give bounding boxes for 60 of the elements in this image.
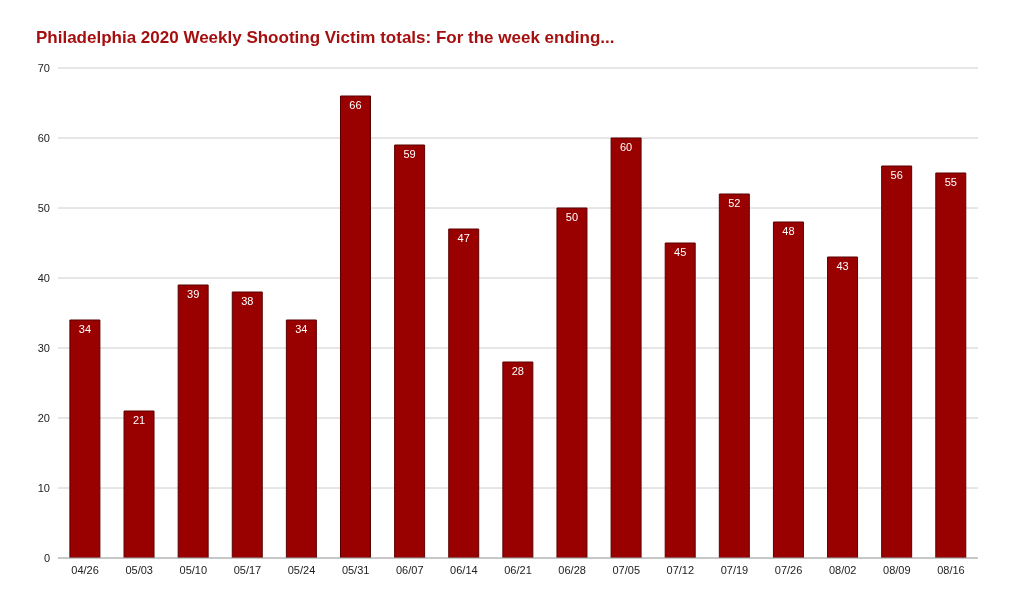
x-tick-label: 06/14 bbox=[450, 563, 478, 576]
bar bbox=[339, 95, 371, 558]
x-tick-label: 06/21 bbox=[504, 563, 532, 576]
bar bbox=[394, 144, 426, 558]
data-label: 34 bbox=[78, 322, 92, 335]
x-tick-label: 08/02 bbox=[828, 563, 857, 576]
data-label: 47 bbox=[457, 231, 470, 244]
bar bbox=[881, 165, 913, 558]
x-tick-label: 05/31 bbox=[341, 563, 370, 576]
y-tick-label: 40 bbox=[37, 271, 50, 284]
bar bbox=[177, 284, 209, 558]
x-tick-label: 04/26 bbox=[71, 563, 99, 576]
data-label: 66 bbox=[349, 98, 362, 111]
y-tick-label: 50 bbox=[37, 201, 50, 214]
data-label: 38 bbox=[241, 294, 254, 307]
x-tick-label: 05/10 bbox=[179, 563, 208, 576]
y-tick-label: 20 bbox=[37, 411, 50, 424]
bar bbox=[502, 361, 534, 558]
y-tick-label: 0 bbox=[43, 551, 50, 564]
bar bbox=[935, 172, 967, 558]
data-label: 48 bbox=[782, 224, 795, 237]
bar bbox=[664, 242, 696, 558]
x-tick-label: 05/24 bbox=[287, 563, 316, 576]
x-tick-label: 06/07 bbox=[396, 563, 424, 576]
x-tick-label: 05/17 bbox=[233, 563, 262, 576]
bar bbox=[718, 193, 750, 558]
y-tick-label: 60 bbox=[37, 131, 50, 144]
data-label: 60 bbox=[619, 140, 633, 153]
data-label: 21 bbox=[132, 413, 146, 426]
data-label: 55 bbox=[944, 175, 957, 188]
data-label: 45 bbox=[674, 245, 687, 258]
bar bbox=[772, 221, 804, 558]
bar bbox=[448, 228, 480, 558]
x-tick-label: 06/28 bbox=[558, 563, 586, 576]
bar bbox=[610, 137, 642, 558]
bar bbox=[231, 291, 263, 558]
data-label: 52 bbox=[728, 196, 741, 209]
data-label: 43 bbox=[836, 259, 849, 272]
x-tick-label: 07/19 bbox=[720, 563, 749, 576]
data-label: 34 bbox=[295, 322, 308, 335]
data-label: 39 bbox=[187, 287, 200, 300]
x-tick-label: 08/16 bbox=[937, 563, 965, 576]
bar bbox=[69, 319, 101, 558]
x-tick-label: 05/03 bbox=[125, 563, 153, 576]
data-label: 50 bbox=[565, 210, 579, 223]
chart-title: Philadelphia 2020 Weekly Shooting Victim totals: For the week ending... bbox=[35, 27, 616, 49]
bar bbox=[556, 207, 588, 558]
bar bbox=[285, 319, 317, 558]
y-tick-label: 30 bbox=[37, 341, 50, 354]
x-tick-label: 08/09 bbox=[883, 563, 911, 576]
data-label: 28 bbox=[511, 364, 524, 377]
x-tick-label: 07/05 bbox=[612, 563, 640, 576]
bar bbox=[827, 256, 859, 558]
bar bbox=[123, 410, 155, 558]
y-tick-label: 70 bbox=[37, 61, 50, 74]
y-tick-label: 10 bbox=[37, 481, 50, 494]
x-tick-label: 07/26 bbox=[774, 563, 803, 576]
data-label: 59 bbox=[403, 147, 416, 160]
data-label: 56 bbox=[890, 168, 903, 181]
x-tick-label: 07/12 bbox=[666, 563, 695, 576]
